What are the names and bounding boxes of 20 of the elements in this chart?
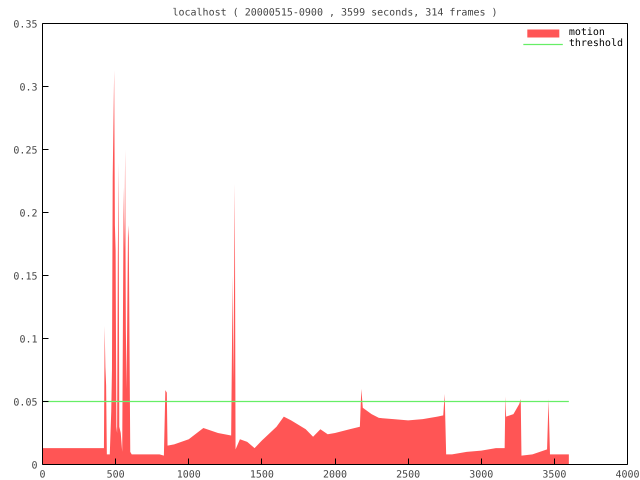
chart-title: localhost ( 20000515-0900 , 3599 seconds, 314 frames ) [172,8,498,18]
x-tick-label: 2000 [322,470,348,480]
y-tick-label: 0.3 [19,82,38,94]
x-tick-label: 3500 [542,470,566,480]
x-tick-label: 1500 [250,470,274,480]
y-tick-label: 0.05 [13,398,38,408]
x-tick-label: 500 [106,470,125,480]
legend-label: motion [568,27,605,38]
y-tick-label: 0.25 [13,146,38,156]
x-tick-label: 0 [39,470,46,480]
x-tick-label: 4000 [615,470,640,480]
y-tick-label: 0.15 [13,272,38,282]
x-tick-label: 1000 [176,470,201,480]
x-tick-label: 3000 [469,470,494,480]
y-tick-label: 0.35 [13,20,38,30]
y-tick-label: 0 [31,460,38,472]
legend-label: threshold [568,38,623,49]
y-tick-label: 0.1 [19,334,38,346]
x-tick-label: 2500 [396,470,420,480]
y-tick-label: 0.2 [19,208,38,220]
